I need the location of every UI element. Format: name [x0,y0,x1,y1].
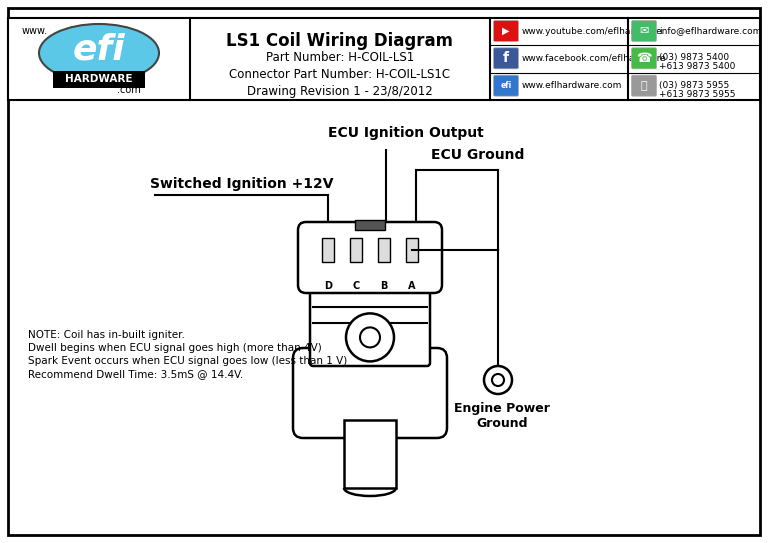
Bar [344,420,396,488]
Text: Engine Power
Ground: Engine Power Ground [454,402,550,430]
Text: www.facebook.com/eflhardware: www.facebook.com/eflhardware [522,54,667,63]
FancyBboxPatch shape [631,21,657,41]
Text: Part Number: H-COIL-LS1: Part Number: H-COIL-LS1 [266,51,414,64]
Circle shape [492,374,504,386]
Text: efi: efi [501,81,511,90]
Text: ECU Ignition Output: ECU Ignition Output [328,126,484,140]
Bar [8,18,760,100]
FancyBboxPatch shape [631,75,657,96]
Text: D: D [324,281,332,291]
Ellipse shape [39,24,159,82]
Text: (03) 9873 5400: (03) 9873 5400 [659,53,729,62]
Text: ▶: ▶ [502,26,510,36]
Text: ✉: ✉ [639,26,649,36]
Text: f: f [503,52,509,65]
Text: efi: efi [73,33,125,67]
Text: A: A [409,281,415,291]
Bar [378,238,390,262]
FancyBboxPatch shape [298,222,442,293]
Circle shape [360,327,380,348]
FancyBboxPatch shape [494,75,518,96]
FancyBboxPatch shape [631,48,657,69]
Text: +613 9873 5955: +613 9873 5955 [659,90,736,99]
Text: (03) 9873 5955: (03) 9873 5955 [659,81,730,90]
Bar [406,238,418,262]
Text: www.eflhardware.com: www.eflhardware.com [522,81,622,90]
Text: HARDWARE: HARDWARE [65,74,133,84]
Bar [322,238,334,262]
Bar [53,71,145,88]
Text: Recommend Dwell Time: 3.5mS @ 14.4V.: Recommend Dwell Time: 3.5mS @ 14.4V. [28,369,243,379]
Text: info@eflhardware.com: info@eflhardware.com [659,27,761,35]
Bar [350,238,362,262]
Text: +613 9873 5400: +613 9873 5400 [659,62,736,71]
Text: 🖷: 🖷 [641,81,647,91]
Text: www.youtube.com/eflhardware: www.youtube.com/eflhardware [522,27,663,35]
Text: Spark Event occurs when ECU signal goes low (less than 1 V): Spark Event occurs when ECU signal goes … [28,356,347,366]
Text: Connector Part Number: H-COIL-LS1C: Connector Part Number: H-COIL-LS1C [230,68,451,81]
FancyBboxPatch shape [310,280,430,366]
Text: C: C [353,281,359,291]
Text: Dwell begins when ECU signal goes high (more than 4V): Dwell begins when ECU signal goes high (… [28,343,322,353]
Circle shape [346,313,394,362]
Text: ☎: ☎ [636,52,652,65]
Text: ECU Ground: ECU Ground [432,148,525,162]
Circle shape [484,366,512,394]
Text: LS1 Coil Wiring Diagram: LS1 Coil Wiring Diagram [227,32,453,50]
Text: www.: www. [22,26,48,36]
Text: Drawing Revision 1 - 23/8/2012: Drawing Revision 1 - 23/8/2012 [247,85,433,98]
Bar [355,220,385,230]
Text: Switched Ignition +12V: Switched Ignition +12V [150,177,333,191]
FancyBboxPatch shape [494,48,518,69]
Text: B: B [380,281,388,291]
FancyBboxPatch shape [293,348,447,438]
FancyBboxPatch shape [494,21,518,41]
Text: .com: .com [117,85,141,95]
Text: NOTE: Coil has in-built igniter.: NOTE: Coil has in-built igniter. [28,330,185,340]
